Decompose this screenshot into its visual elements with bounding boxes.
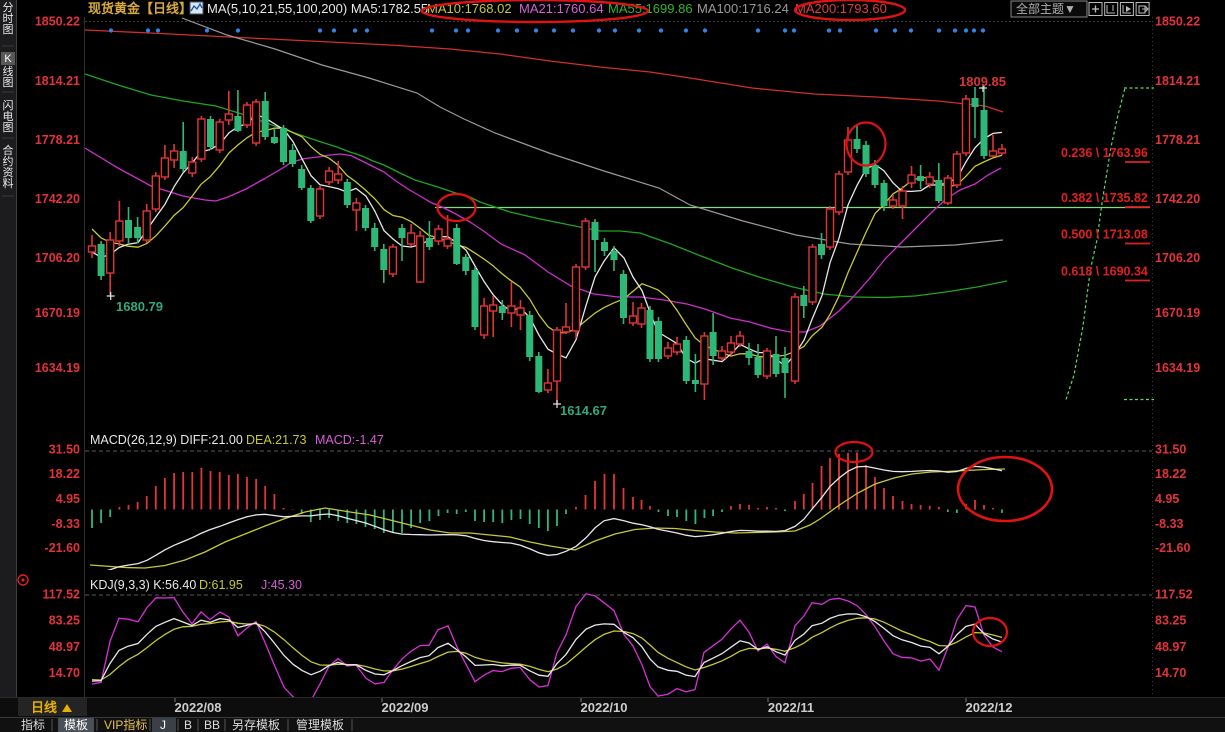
svg-text:117.52: 117.52 — [1155, 587, 1193, 601]
svg-text:MA21:1760.64: MA21:1760.64 — [519, 1, 604, 16]
svg-text:83.25: 83.25 — [1155, 614, 1186, 628]
svg-text:合: 合 — [3, 143, 14, 157]
svg-text:DEA:21.73: DEA:21.73 — [246, 433, 307, 447]
svg-text:MA100:1716.24: MA100:1716.24 — [697, 1, 789, 16]
svg-text:1670.19: 1670.19 — [35, 306, 80, 320]
svg-text:-8.33: -8.33 — [1155, 517, 1184, 531]
svg-text:KDJ(9,3,3) K:56.40: KDJ(9,3,3) K:56.40 — [90, 578, 196, 592]
svg-text:时: 时 — [3, 12, 14, 25]
svg-text:117.52: 117.52 — [42, 587, 80, 601]
svg-text:1670.19: 1670.19 — [1155, 306, 1200, 320]
svg-text:48.97: 48.97 — [49, 640, 80, 654]
svg-text:现货黄金【日线】: 现货黄金【日线】 — [88, 1, 192, 16]
svg-text:1680.79: 1680.79 — [116, 299, 163, 314]
svg-text:14.70: 14.70 — [1155, 666, 1186, 680]
svg-text:1778.21: 1778.21 — [35, 133, 80, 147]
svg-text:2022/09: 2022/09 — [382, 700, 429, 715]
svg-text:2022/10: 2022/10 — [581, 700, 628, 715]
svg-text:VIP指标: VIP指标 — [104, 717, 147, 732]
svg-text:图: 图 — [3, 76, 14, 89]
svg-text:BB: BB — [204, 718, 220, 732]
svg-text:18.22: 18.22 — [1155, 467, 1186, 481]
svg-text:1778.21: 1778.21 — [1155, 133, 1200, 147]
svg-text:MACD(26,12,9) DIFF:21.00: MACD(26,12,9) DIFF:21.00 — [90, 433, 243, 447]
svg-text:MACD:-1.47: MACD:-1.47 — [315, 433, 384, 447]
svg-text:K: K — [4, 53, 12, 65]
svg-text:图: 图 — [3, 23, 14, 36]
svg-text:31.50: 31.50 — [49, 442, 80, 456]
svg-text:MA(5,10,21,55,100,200) MA5:178: MA(5,10,21,55,100,200) MA5:1782.55 — [207, 1, 428, 16]
svg-text:MA200:1793.60: MA200:1793.60 — [795, 1, 887, 16]
svg-text:2022/11: 2022/11 — [768, 700, 814, 715]
svg-text:1706.20: 1706.20 — [35, 251, 80, 265]
svg-text:全部主题▼: 全部主题▼ — [1016, 1, 1076, 16]
svg-text:2022/12: 2022/12 — [966, 700, 1013, 715]
svg-text:D:61.95: D:61.95 — [199, 578, 243, 592]
svg-text:1706.20: 1706.20 — [1155, 251, 1200, 265]
svg-text:电: 电 — [3, 110, 14, 123]
svg-text:0.500 \ 1713.08: 0.500 \ 1713.08 — [1061, 228, 1148, 242]
svg-text:模板: 模板 — [64, 718, 88, 732]
svg-text:1850.22: 1850.22 — [1155, 15, 1200, 29]
svg-text:31.50: 31.50 — [1155, 442, 1186, 456]
svg-text:约: 约 — [3, 155, 14, 168]
svg-text:14.70: 14.70 — [49, 666, 80, 680]
svg-text:另存模板: 另存模板 — [232, 718, 280, 732]
svg-text:1614.67: 1614.67 — [560, 403, 607, 418]
svg-text:0.618 \ 1690.34: 0.618 \ 1690.34 — [1061, 265, 1148, 279]
svg-text:J: J — [160, 718, 166, 732]
svg-text:-21.60: -21.60 — [1155, 541, 1190, 555]
svg-text:1809.85: 1809.85 — [959, 74, 1006, 89]
svg-text:4.95: 4.95 — [1155, 492, 1179, 506]
svg-text:2022/08: 2022/08 — [175, 700, 222, 715]
svg-text:48.97: 48.97 — [1155, 640, 1186, 654]
svg-text:日线: 日线 — [31, 700, 57, 715]
svg-text:0.382 \ 1735.82: 0.382 \ 1735.82 — [1061, 191, 1148, 205]
svg-text:指标: 指标 — [21, 717, 45, 732]
svg-text:B: B — [184, 718, 192, 732]
svg-text:MA10:1768.02: MA10:1768.02 — [427, 1, 512, 16]
svg-text:1814.21: 1814.21 — [1155, 74, 1200, 88]
svg-text:1814.21: 1814.21 — [35, 74, 80, 88]
svg-text:-21.60: -21.60 — [45, 541, 80, 555]
svg-text:4.95: 4.95 — [56, 492, 80, 506]
svg-text:1742.20: 1742.20 — [35, 192, 80, 206]
svg-text:料: 料 — [3, 176, 14, 190]
svg-text:管理模板: 管理模板 — [296, 717, 344, 732]
svg-text:J:45.30: J:45.30 — [261, 578, 302, 592]
svg-text:闪: 闪 — [3, 98, 14, 112]
svg-text:分: 分 — [3, 1, 14, 14]
svg-text:1634.19: 1634.19 — [35, 361, 80, 375]
svg-text:1850.22: 1850.22 — [35, 15, 80, 29]
svg-text:1742.20: 1742.20 — [1155, 192, 1200, 206]
svg-text:18.22: 18.22 — [49, 467, 80, 481]
svg-text:1634.19: 1634.19 — [1155, 361, 1200, 375]
svg-text:图: 图 — [3, 121, 14, 134]
svg-text:83.25: 83.25 — [49, 614, 80, 628]
svg-text:线: 线 — [3, 64, 14, 78]
svg-text:资: 资 — [3, 166, 14, 179]
svg-text:-8.33: -8.33 — [52, 517, 81, 531]
svg-text:0.236 \ 1763.96: 0.236 \ 1763.96 — [1061, 146, 1148, 160]
